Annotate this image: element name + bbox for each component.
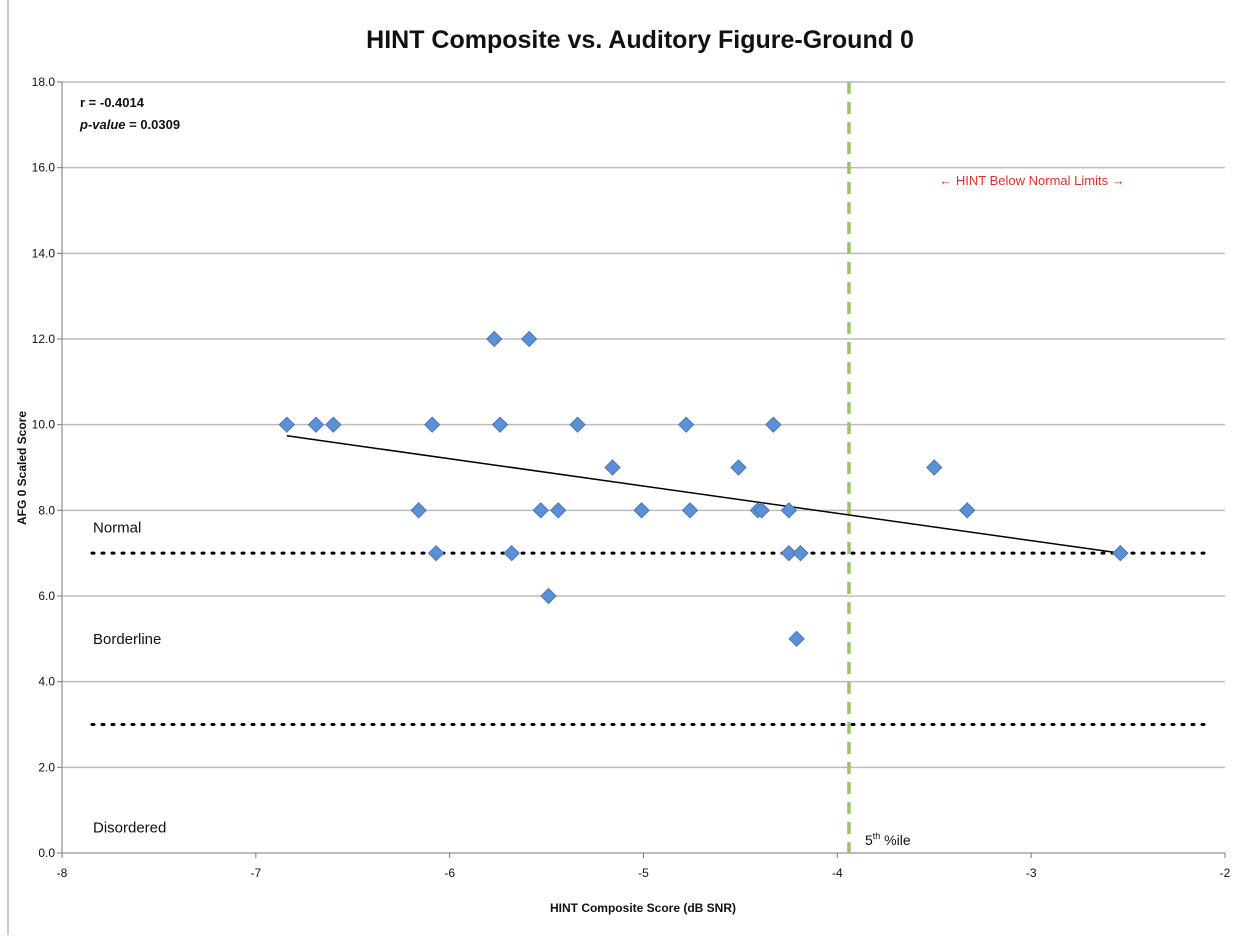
percentile-label: 5th %ile (865, 831, 911, 848)
stat-p: p-value = 0.0309 (79, 117, 180, 132)
zone-label: Borderline (93, 631, 161, 648)
data-point (926, 459, 943, 476)
data-point (532, 502, 549, 519)
x-tick-label: -8 (57, 866, 68, 880)
y-tick-label: 6.0 (38, 589, 55, 603)
data-point (780, 502, 798, 519)
data-point (604, 459, 621, 476)
zone-label: Disordered (93, 819, 166, 836)
data-point (569, 416, 586, 433)
y-tick-label: 2.0 (38, 760, 55, 774)
data-point (765, 416, 782, 433)
data-point (1112, 544, 1129, 562)
y-tick-label: 0.0 (38, 846, 55, 860)
stat-r: r = -0.4014 (80, 95, 145, 110)
x-tick-label: -5 (638, 866, 649, 880)
stat-p-value: = 0.0309 (126, 117, 181, 132)
percentile-rest: %ile (880, 832, 911, 848)
data-point (681, 502, 699, 519)
data-point (540, 587, 557, 605)
y-tick-label: 4.0 (38, 675, 55, 689)
zone-label: Normal (93, 519, 141, 536)
data-point (958, 502, 976, 519)
y-tick-label: 12.0 (32, 332, 56, 346)
data-point (486, 330, 503, 348)
data-point (753, 502, 770, 519)
percentile-base: 5 (865, 832, 873, 848)
data-point (788, 630, 805, 648)
data-point (633, 502, 650, 519)
data-point (410, 502, 427, 519)
data-point (503, 544, 520, 562)
data-point (491, 416, 509, 433)
x-tick-label: -3 (1026, 866, 1037, 880)
x-tick-label: -4 (832, 866, 843, 880)
data-point (307, 416, 325, 433)
data-point (278, 416, 296, 433)
x-tick-label: -6 (444, 866, 455, 880)
data-point (677, 416, 695, 433)
x-tick-label: -2 (1220, 866, 1231, 880)
data-point (792, 544, 809, 562)
x-axis-label: HINT Composite Score (dB SNR) (550, 901, 736, 915)
x-tick-label: -7 (250, 866, 261, 880)
y-tick-label: 14.0 (32, 246, 56, 260)
range-note: ← HINT Below Normal Limits → (939, 173, 1124, 188)
data-point (550, 502, 567, 519)
data-point (427, 544, 445, 562)
y-tick-label: 16.0 (32, 161, 56, 175)
data-point (780, 544, 798, 562)
y-tick-label: 8.0 (38, 503, 55, 517)
data-point (730, 459, 747, 476)
y-axis-label: AFG 0 Scaled Score (15, 411, 29, 525)
stat-p-label: p-value (79, 117, 126, 132)
data-point (520, 330, 538, 348)
data-point (424, 416, 441, 433)
percentile-sup: th (873, 831, 881, 841)
data-point (325, 416, 342, 433)
chart-title: HINT Composite vs. Auditory Figure-Groun… (366, 26, 914, 54)
y-tick-label: 10.0 (32, 418, 56, 432)
trendline (286, 435, 1121, 554)
y-tick-label: 18.0 (32, 75, 56, 89)
